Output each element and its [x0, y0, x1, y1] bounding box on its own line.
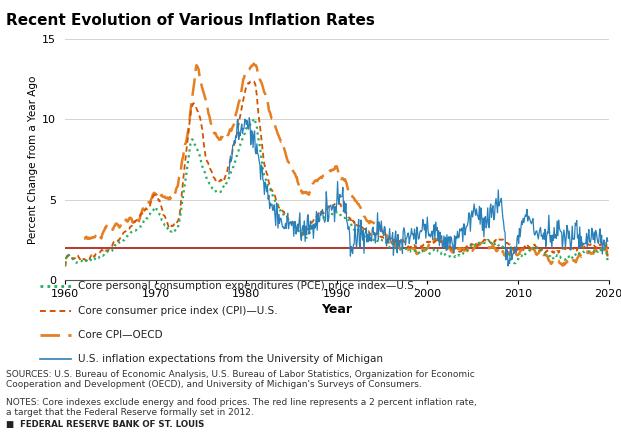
Text: SOURCES: U.S. Bureau of Economic Analysis, U.S. Bureau of Labor Statistics, Orga: SOURCES: U.S. Bureau of Economic Analysi…	[6, 370, 475, 389]
Text: Recent Evolution of Various Inflation Rates: Recent Evolution of Various Inflation Ra…	[6, 13, 375, 28]
X-axis label: Year: Year	[322, 303, 352, 316]
Text: Core personal consumption expenditures (PCE) price index—U.S.: Core personal consumption expenditures (…	[78, 281, 417, 292]
Y-axis label: Percent Change from a Year Ago: Percent Change from a Year Ago	[28, 76, 38, 243]
Text: ■  FEDERAL RESERVE BANK OF ST. LOUIS: ■ FEDERAL RESERVE BANK OF ST. LOUIS	[6, 420, 204, 429]
Text: Core CPI—OECD: Core CPI—OECD	[78, 330, 162, 340]
Text: Core consumer price index (CPI)—U.S.: Core consumer price index (CPI)—U.S.	[78, 306, 277, 316]
Text: NOTES: Core indexes exclude energy and food prices. The red line represents a 2 : NOTES: Core indexes exclude energy and f…	[6, 398, 477, 418]
Text: U.S. inflation expectations from the University of Michigan: U.S. inflation expectations from the Uni…	[78, 354, 383, 365]
